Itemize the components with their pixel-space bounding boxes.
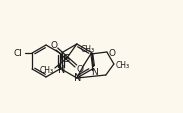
Text: S: S xyxy=(64,54,70,63)
Text: CH₃: CH₃ xyxy=(40,66,54,75)
Text: Cl: Cl xyxy=(14,49,23,58)
Text: O: O xyxy=(108,49,115,58)
Text: N: N xyxy=(58,65,66,75)
Text: N: N xyxy=(74,72,82,82)
Text: CH₃: CH₃ xyxy=(81,44,95,53)
Text: N: N xyxy=(91,67,98,76)
Text: O: O xyxy=(50,41,57,50)
Text: O: O xyxy=(76,65,83,74)
Text: CH₃: CH₃ xyxy=(116,61,130,70)
